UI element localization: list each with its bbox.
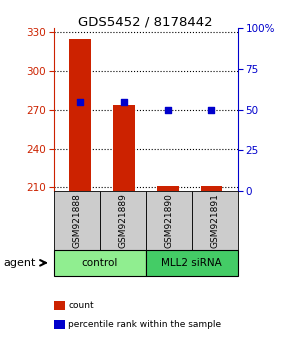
- Text: count: count: [68, 301, 94, 310]
- Text: GSM921890: GSM921890: [164, 193, 173, 248]
- Text: percentile rank within the sample: percentile rank within the sample: [68, 320, 221, 330]
- Bar: [69, 39, 91, 191]
- Point: [209, 107, 214, 113]
- Text: MLL2 siRNA: MLL2 siRNA: [162, 258, 222, 268]
- Text: GSM921889: GSM921889: [118, 193, 127, 248]
- Text: GDS5452 / 8178442: GDS5452 / 8178442: [78, 16, 212, 29]
- Text: agent: agent: [3, 258, 35, 268]
- Point: [122, 99, 126, 104]
- Bar: [113, 104, 135, 191]
- Bar: [157, 186, 179, 191]
- Bar: [200, 186, 222, 191]
- Text: GSM921891: GSM921891: [210, 193, 219, 248]
- Text: GSM921888: GSM921888: [72, 193, 81, 248]
- Point: [78, 99, 82, 104]
- Text: control: control: [81, 258, 118, 268]
- Point: [165, 107, 170, 113]
